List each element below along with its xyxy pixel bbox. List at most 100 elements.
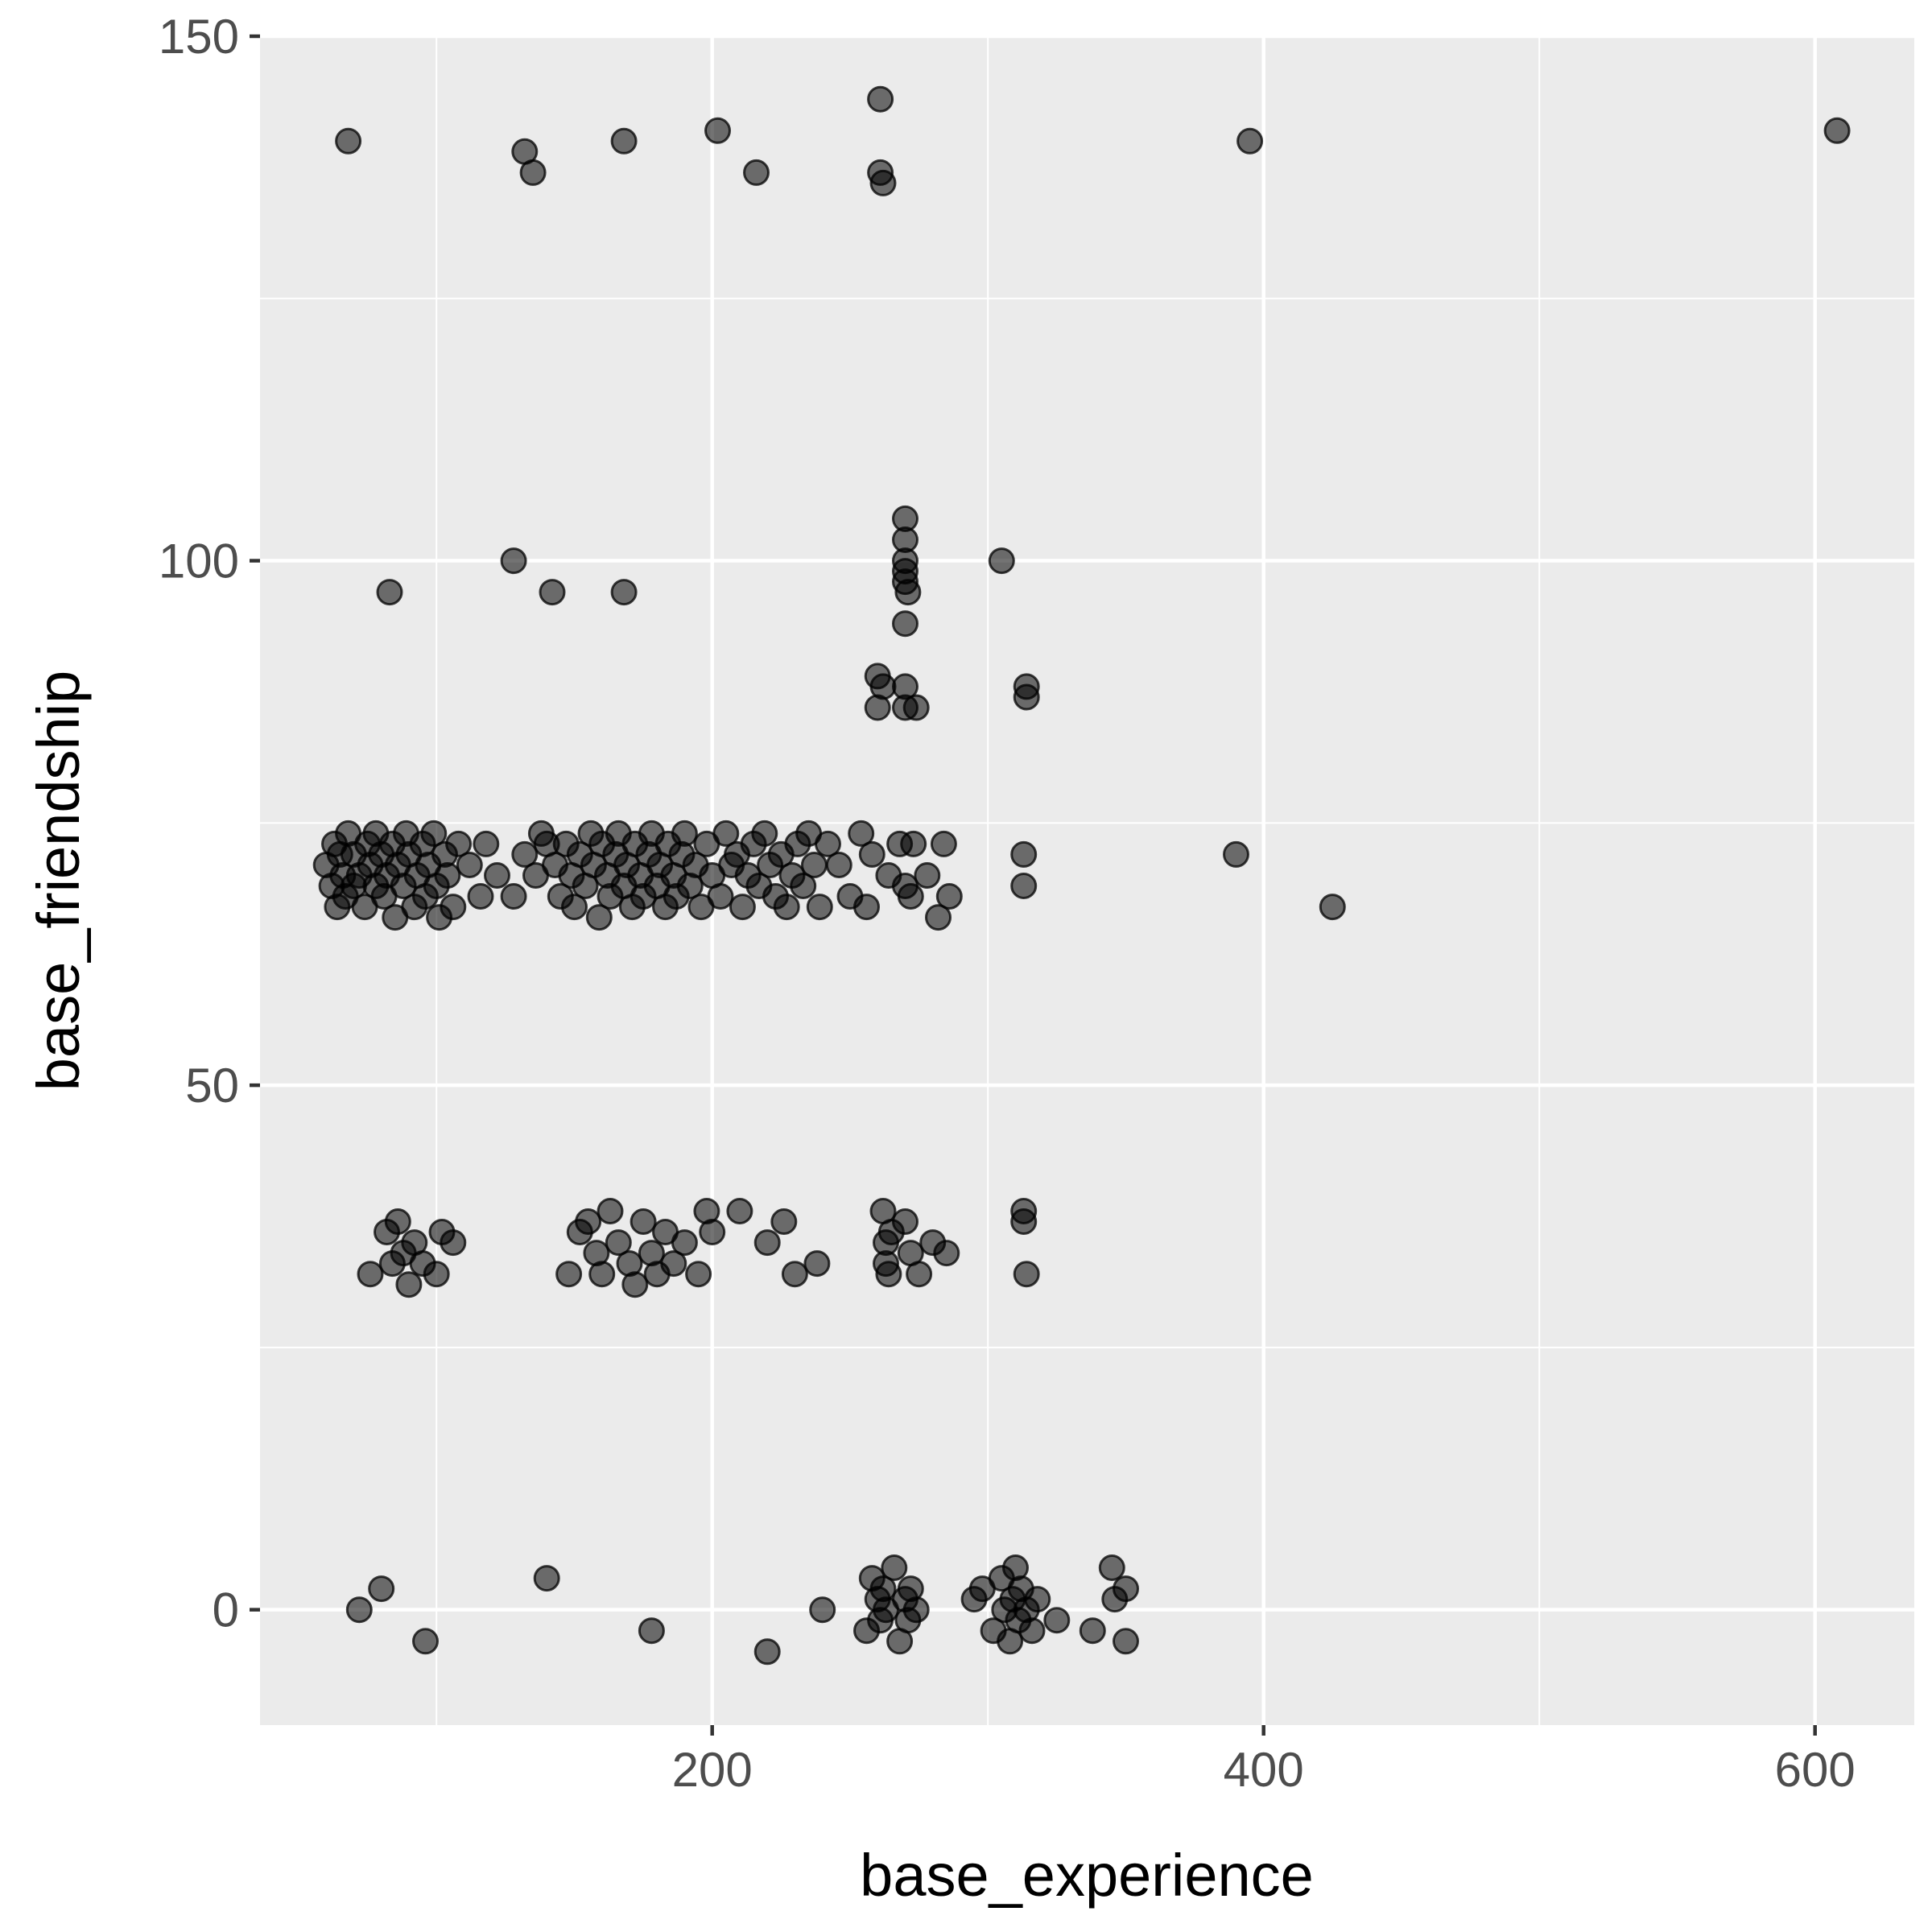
x-axis: 200 400 600 — [672, 1725, 1856, 1797]
data-point — [699, 1219, 726, 1245]
data-point — [621, 1271, 649, 1298]
data-point — [395, 1271, 423, 1298]
data-point — [729, 894, 756, 921]
data-point — [881, 1554, 908, 1581]
data-point — [1113, 1575, 1139, 1603]
y-tick-label: 0 — [213, 1583, 239, 1637]
data-point — [610, 127, 638, 155]
data-point — [864, 694, 891, 721]
data-point — [809, 1596, 836, 1624]
data-point — [345, 1596, 373, 1624]
data-point — [420, 819, 448, 847]
data-point — [1013, 1261, 1040, 1288]
data-point — [726, 1198, 753, 1224]
data-point — [519, 159, 547, 186]
y-tick-label: 100 — [159, 535, 239, 588]
x-tick-label: 200 — [672, 1743, 753, 1797]
data-point — [858, 840, 886, 868]
data-point — [630, 1208, 657, 1235]
data-point — [440, 894, 467, 921]
data-point — [671, 1229, 698, 1257]
data-point — [1236, 127, 1264, 155]
data-point — [484, 862, 510, 889]
data-point — [610, 579, 638, 606]
data-point — [781, 1261, 808, 1288]
data-point — [1010, 873, 1038, 899]
data-point — [1098, 1554, 1125, 1581]
data-point — [988, 547, 1015, 575]
data-point — [743, 159, 770, 186]
data-point — [638, 1617, 665, 1645]
data-point — [511, 840, 539, 868]
y-tick-label: 50 — [185, 1059, 239, 1113]
data-point — [1013, 683, 1040, 711]
data-point — [440, 1229, 467, 1257]
data-point — [900, 830, 927, 857]
data-points — [312, 85, 1851, 1666]
y-axis: 0 50 100 150 — [159, 10, 260, 1637]
data-point — [869, 169, 897, 196]
data-point — [605, 1229, 632, 1257]
data-point — [1010, 840, 1038, 868]
data-point — [412, 1628, 439, 1655]
data-point — [773, 894, 800, 921]
major-gridlines — [260, 34, 1914, 1725]
x-tick-label: 400 — [1224, 1743, 1304, 1797]
data-point — [473, 830, 500, 857]
data-point — [445, 830, 473, 857]
data-point — [815, 830, 841, 857]
data-point — [1010, 1208, 1038, 1235]
x-axis-title: base_experience — [860, 1842, 1314, 1909]
data-point — [894, 579, 922, 606]
data-point — [575, 1208, 602, 1235]
data-point — [561, 894, 588, 921]
data-point — [892, 610, 919, 638]
data-point — [539, 579, 566, 606]
data-point — [533, 1565, 560, 1592]
data-point — [1319, 894, 1346, 921]
data-point — [892, 1208, 919, 1235]
data-point — [806, 894, 833, 921]
data-point — [588, 1261, 616, 1288]
data-point — [803, 1250, 831, 1278]
data-point — [357, 1261, 384, 1288]
data-point — [423, 1261, 450, 1288]
y-axis-title: base_friendship — [25, 671, 92, 1091]
y-tick-label: 150 — [159, 10, 239, 64]
data-point — [853, 894, 880, 921]
data-point — [753, 1229, 781, 1257]
data-point — [897, 883, 924, 910]
data-point — [384, 1208, 411, 1235]
data-point — [585, 904, 613, 931]
data-point — [867, 85, 894, 113]
data-point — [335, 127, 362, 155]
data-point — [1079, 1617, 1106, 1645]
data-point — [753, 1638, 781, 1666]
data-point — [434, 862, 461, 889]
data-point — [712, 819, 740, 847]
data-point — [467, 883, 494, 910]
data-point — [825, 852, 852, 878]
data-point — [707, 883, 734, 910]
data-point — [1823, 117, 1851, 144]
data-point — [456, 852, 483, 878]
minor-gridlines — [260, 36, 1914, 1725]
data-point — [555, 1261, 583, 1288]
data-point — [500, 883, 527, 910]
data-point — [685, 1261, 712, 1288]
data-point — [1024, 1586, 1051, 1613]
data-point — [902, 694, 930, 721]
data-point — [800, 852, 828, 878]
data-point — [770, 1208, 798, 1235]
data-point — [1018, 1617, 1046, 1645]
data-point — [848, 819, 875, 847]
data-point — [368, 1575, 395, 1603]
data-point — [906, 1261, 933, 1288]
data-point — [376, 579, 403, 606]
data-point — [1113, 1628, 1139, 1655]
data-point — [660, 1250, 687, 1278]
data-point — [751, 819, 778, 847]
data-point — [1223, 840, 1249, 868]
data-point — [914, 862, 941, 889]
